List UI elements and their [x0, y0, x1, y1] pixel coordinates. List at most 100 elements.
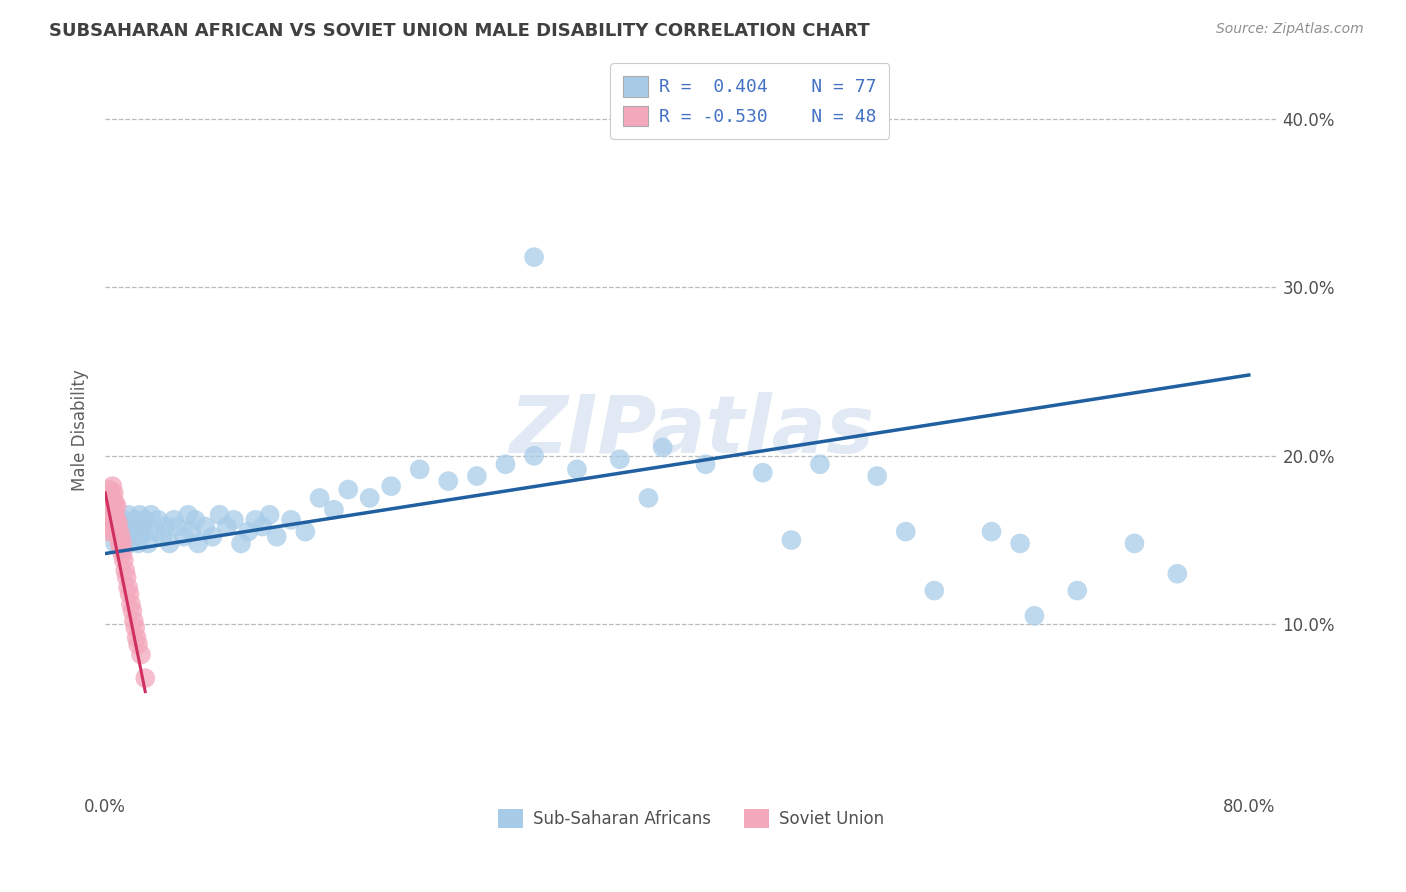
Point — [222, 513, 245, 527]
Point — [98, 513, 121, 527]
Point — [103, 513, 125, 527]
Point — [523, 449, 546, 463]
Point — [134, 513, 156, 527]
Point — [337, 483, 360, 497]
Point — [118, 536, 141, 550]
Point — [245, 513, 267, 527]
Legend: Sub-Saharan Africans, Soviet Union: Sub-Saharan Africans, Soviet Union — [492, 803, 891, 835]
Point — [117, 508, 139, 522]
Point — [651, 441, 673, 455]
Point — [98, 491, 121, 505]
Point — [139, 508, 162, 522]
Point — [100, 486, 122, 500]
Point — [866, 469, 889, 483]
Point — [100, 519, 122, 533]
Point — [122, 524, 145, 539]
Point — [104, 496, 127, 510]
Point — [103, 500, 125, 514]
Point — [110, 541, 132, 556]
Point — [115, 570, 138, 584]
Point — [105, 524, 128, 539]
Point — [166, 519, 188, 533]
Point — [150, 530, 173, 544]
Point — [163, 513, 186, 527]
Point — [1024, 608, 1046, 623]
Point — [129, 530, 152, 544]
Point — [107, 516, 129, 531]
Point — [143, 524, 166, 539]
Point — [127, 536, 149, 550]
Point — [201, 530, 224, 544]
Point — [104, 536, 127, 550]
Point — [100, 496, 122, 510]
Point — [107, 530, 129, 544]
Point — [108, 536, 131, 550]
Point — [136, 536, 159, 550]
Point — [122, 614, 145, 628]
Point — [1166, 566, 1188, 581]
Point — [980, 524, 1002, 539]
Point — [229, 536, 252, 550]
Point — [208, 508, 231, 522]
Point — [128, 508, 150, 522]
Point — [380, 479, 402, 493]
Point — [112, 553, 135, 567]
Point — [97, 496, 120, 510]
Point — [124, 513, 146, 527]
Point — [1123, 536, 1146, 550]
Point — [101, 479, 124, 493]
Point — [98, 483, 121, 497]
Point — [121, 604, 143, 618]
Point — [173, 530, 195, 544]
Point — [280, 513, 302, 527]
Point — [780, 533, 803, 547]
Point — [117, 580, 139, 594]
Point — [359, 491, 381, 505]
Point — [105, 513, 128, 527]
Point — [187, 536, 209, 550]
Point — [215, 519, 238, 533]
Point — [1066, 583, 1088, 598]
Point — [184, 513, 207, 527]
Point — [103, 486, 125, 500]
Point — [120, 597, 142, 611]
Point — [159, 536, 181, 550]
Point — [894, 524, 917, 539]
Point — [266, 530, 288, 544]
Point — [194, 519, 217, 533]
Point — [495, 457, 517, 471]
Point — [111, 541, 134, 556]
Point — [752, 466, 775, 480]
Point — [103, 524, 125, 539]
Point — [259, 508, 281, 522]
Text: ZIPatlas: ZIPatlas — [509, 392, 873, 469]
Point — [125, 519, 148, 533]
Point — [105, 516, 128, 531]
Point — [110, 519, 132, 533]
Point — [108, 524, 131, 539]
Point — [115, 516, 138, 531]
Point — [437, 474, 460, 488]
Point — [294, 524, 316, 539]
Point — [177, 508, 200, 522]
Point — [308, 491, 330, 505]
Text: Source: ZipAtlas.com: Source: ZipAtlas.com — [1216, 22, 1364, 37]
Point — [97, 508, 120, 522]
Point — [134, 671, 156, 685]
Point — [924, 583, 946, 598]
Point — [124, 621, 146, 635]
Point — [125, 631, 148, 645]
Point — [695, 457, 717, 471]
Point — [180, 524, 202, 539]
Point — [609, 452, 631, 467]
Point — [111, 547, 134, 561]
Point — [112, 513, 135, 527]
Point — [100, 508, 122, 522]
Point — [637, 491, 659, 505]
Point — [1010, 536, 1032, 550]
Point — [108, 530, 131, 544]
Y-axis label: Male Disability: Male Disability — [72, 369, 89, 491]
Point — [97, 524, 120, 539]
Point — [101, 516, 124, 531]
Point — [127, 637, 149, 651]
